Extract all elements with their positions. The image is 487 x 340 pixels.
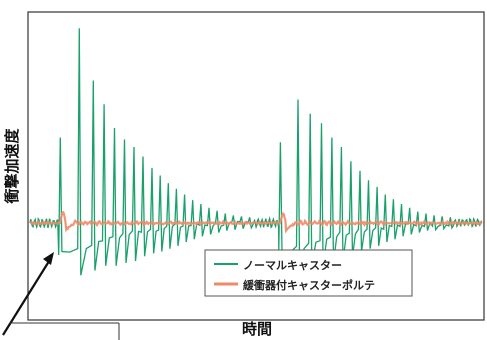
y-axis-label: 衝撃加速度 (3, 128, 21, 205)
legend-label-normal: ノーマルキャスター (243, 259, 342, 272)
series-line-damped-caster (29, 210, 483, 234)
legend: ノーマルキャスター 緩衝器付キャスターポルテ (204, 249, 413, 297)
legend-label-damped: 緩衝器付キャスターポルテ (243, 278, 375, 292)
pointer-arrow-head (43, 252, 54, 265)
series-line-normal-caster (29, 28, 483, 276)
x-axis-label: 時間 (242, 320, 272, 338)
legend-box (204, 249, 413, 297)
pointer-arrow-line (2, 257, 52, 336)
series-layer (29, 28, 483, 276)
